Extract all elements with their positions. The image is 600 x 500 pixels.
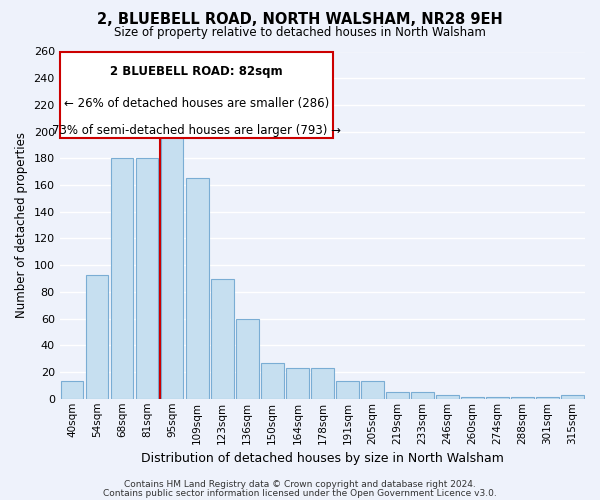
Bar	[336, 382, 359, 399]
Text: 2, BLUEBELL ROAD, NORTH WALSHAM, NR28 9EH: 2, BLUEBELL ROAD, NORTH WALSHAM, NR28 9E…	[97, 12, 503, 28]
Text: ← 26% of detached houses are smaller (286): ← 26% of detached houses are smaller (28…	[64, 96, 329, 110]
Bar	[186, 178, 209, 399]
X-axis label: Distribution of detached houses by size in North Walsham: Distribution of detached houses by size …	[141, 452, 504, 465]
Bar	[61, 382, 83, 399]
FancyBboxPatch shape	[59, 52, 333, 139]
Bar	[436, 395, 458, 399]
Text: 73% of semi-detached houses are larger (793) →: 73% of semi-detached houses are larger (…	[52, 124, 341, 138]
Bar	[136, 158, 158, 399]
Bar	[486, 398, 509, 399]
Bar	[236, 318, 259, 399]
Text: Contains HM Land Registry data © Crown copyright and database right 2024.: Contains HM Land Registry data © Crown c…	[124, 480, 476, 489]
Bar	[286, 368, 308, 399]
Bar	[311, 368, 334, 399]
Bar	[461, 398, 484, 399]
Bar	[86, 274, 109, 399]
Bar	[361, 382, 383, 399]
Bar	[261, 362, 284, 399]
Bar	[411, 392, 434, 399]
Bar	[161, 118, 184, 399]
Text: Contains public sector information licensed under the Open Government Licence v3: Contains public sector information licen…	[103, 488, 497, 498]
Bar	[536, 398, 559, 399]
Bar	[561, 395, 584, 399]
Bar	[211, 278, 233, 399]
Y-axis label: Number of detached properties: Number of detached properties	[15, 132, 28, 318]
Bar	[511, 398, 534, 399]
Bar	[111, 158, 133, 399]
Bar	[386, 392, 409, 399]
Text: 2 BLUEBELL ROAD: 82sqm: 2 BLUEBELL ROAD: 82sqm	[110, 66, 283, 78]
Text: Size of property relative to detached houses in North Walsham: Size of property relative to detached ho…	[114, 26, 486, 39]
